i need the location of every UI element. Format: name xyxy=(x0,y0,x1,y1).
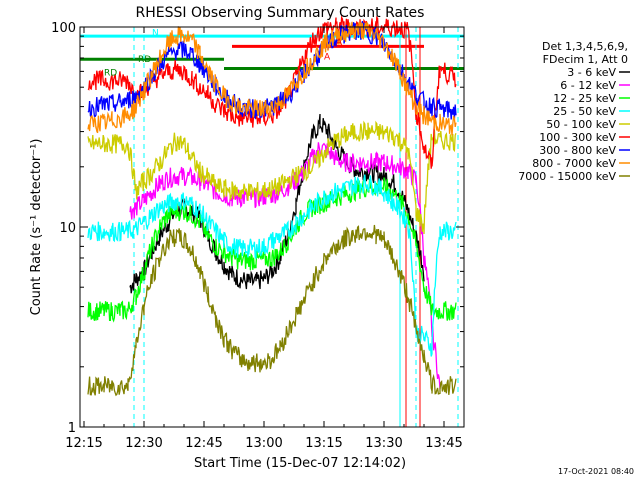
legend-header: FDecim 1, Att 0 xyxy=(543,53,628,66)
series-line xyxy=(129,142,441,390)
legend-entry-label: 3 - 6 keV xyxy=(567,66,616,79)
legend-entry-label: 300 - 800 keV xyxy=(539,144,616,157)
legend-entry-label: 12 - 25 keV xyxy=(553,92,616,105)
plot-annotation: A xyxy=(336,38,343,48)
axes: 12:15 12:30 12:45 13:00 13:15 13:30 13:45 1 10 10… xyxy=(51,21,465,451)
x-tick-label: 13:15 xyxy=(305,436,342,451)
x-tick-label: 12:45 xyxy=(185,436,222,451)
legend-header: Det 1,3,4,5,6,9, xyxy=(542,40,628,53)
y-tick-label: 1 xyxy=(68,421,76,436)
series-line xyxy=(87,174,457,357)
plot-annotation: N xyxy=(152,28,159,38)
legend-entry-label: 25 - 50 keV xyxy=(553,105,616,118)
plot-annotation: A xyxy=(324,53,331,63)
legend-entry-label: 7000 - 15000 keV xyxy=(518,170,616,183)
x-tick-label: 12:30 xyxy=(125,436,162,451)
legend-entry-label: 800 - 7000 keV xyxy=(532,157,616,170)
legend: Det 1,3,4,5,6,9,FDecim 1, Att 03 - 6 keV… xyxy=(518,40,630,183)
series-line xyxy=(87,177,457,323)
y-tick-label: 100 xyxy=(51,21,76,36)
x-tick-label: 13:45 xyxy=(425,436,462,451)
series-line xyxy=(87,21,457,136)
plot-area: N RD RD AA xyxy=(80,15,464,427)
y-axis-label: Count Rate (s⁻¹ detector⁻¹) xyxy=(29,139,44,316)
x-tick-label: 12:15 xyxy=(65,436,102,451)
footer-timestamp: 17-Oct-2021 08:40 xyxy=(558,467,634,476)
legend-entry-label: 50 - 100 keV xyxy=(546,118,616,131)
series-line xyxy=(87,120,457,235)
series-line xyxy=(87,224,457,397)
plot-annotation: RD xyxy=(138,55,151,65)
x-tick-label: 13:00 xyxy=(245,436,282,451)
x-tick-label: 13:30 xyxy=(365,436,402,451)
plot-annotation: RD xyxy=(104,68,117,78)
x-axis-label: Start Time (15-Dec-07 12:14:02) xyxy=(194,456,406,471)
legend-entry-label: 6 - 12 keV xyxy=(560,79,616,92)
chart-title: RHESSI Observing Summary Count Rates xyxy=(136,5,425,21)
legend-entry-label: 100 - 300 keV xyxy=(539,131,616,144)
y-tick-label: 10 xyxy=(59,221,76,236)
